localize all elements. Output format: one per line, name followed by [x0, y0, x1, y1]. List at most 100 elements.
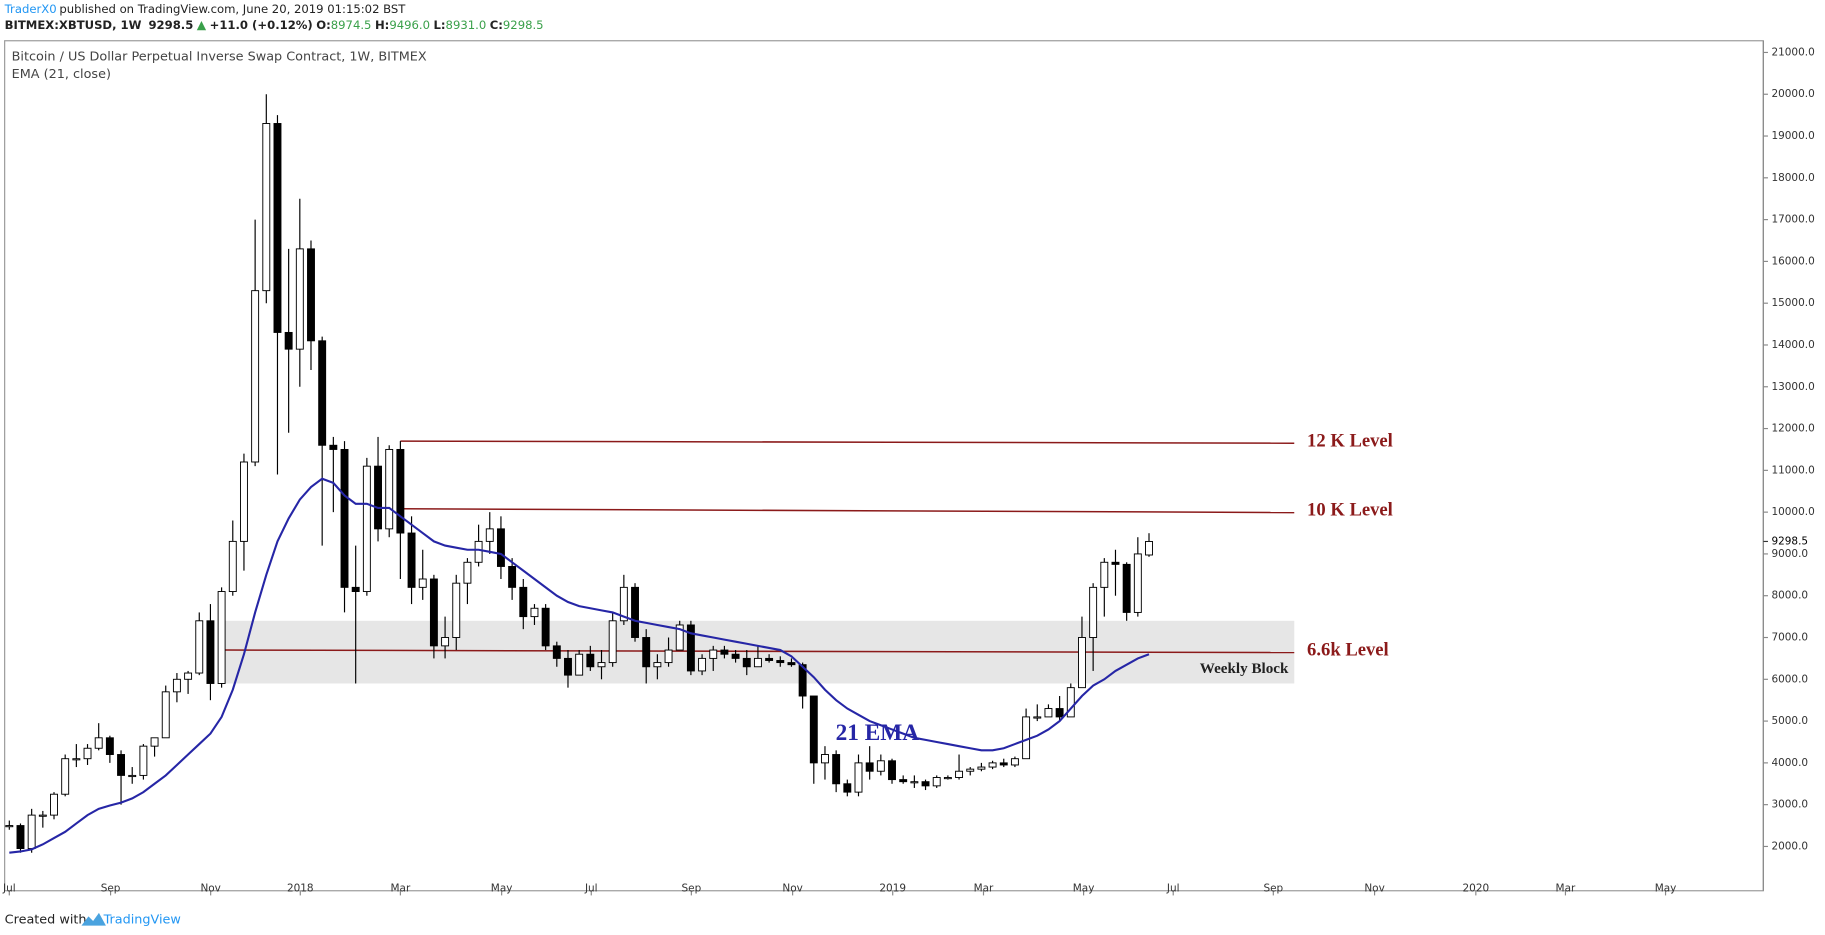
ohlc-key: O:: [316, 18, 331, 32]
y-tick-label: 2000.0: [1771, 840, 1808, 852]
candle-body: [597, 662, 606, 668]
x-tick-label: 2018: [287, 882, 314, 894]
candle-body: [1145, 540, 1153, 556]
author[interactable]: TraderX0: [4, 2, 57, 16]
ema-annotation: 21 EMA: [836, 720, 920, 746]
x-tick-label: Sep: [681, 882, 701, 894]
candle-body: [787, 662, 796, 666]
candle-body: [888, 760, 896, 781]
x-tick-label: Nov: [200, 882, 220, 894]
candle-body: [1133, 553, 1142, 613]
candle-body: [686, 624, 695, 672]
candle-body: [564, 657, 572, 676]
candle-body: [340, 448, 349, 588]
ohlc-key: C:: [490, 18, 503, 32]
candle-body: [362, 465, 371, 593]
candle-body: [117, 754, 126, 776]
y-tick-label: 20000.0: [1771, 88, 1814, 100]
y-tick-label: 3000.0: [1771, 799, 1808, 811]
ohlc-value: 9496.0: [389, 18, 430, 32]
candle-body: [50, 793, 58, 816]
candle-body: [519, 586, 528, 618]
candle-body: [27, 814, 36, 850]
candle-body: [61, 758, 70, 795]
up-arrow: [196, 20, 207, 31]
candle-body: [910, 781, 919, 784]
y-tick-label: 9000.0: [1771, 548, 1808, 560]
y-tick-label: 17000.0: [1771, 214, 1814, 226]
candle-body: [1100, 561, 1109, 588]
x-tick-label: May: [1073, 882, 1095, 894]
candle-body: [664, 649, 673, 664]
y-tick-label: 11000.0: [1771, 464, 1814, 476]
ohlc-value: 8974.5: [331, 18, 372, 32]
candle-body: [16, 825, 25, 850]
candle-body: [418, 578, 427, 588]
candle-body: [921, 781, 930, 787]
candle-body: [586, 653, 595, 668]
candle-body: [653, 662, 662, 668]
level-line: [400, 508, 1295, 514]
ohlc-key: L:: [433, 18, 445, 32]
candle-body: [1044, 708, 1053, 718]
candle-body: [1089, 586, 1098, 638]
candle-body: [753, 657, 762, 668]
candle-body: [798, 664, 807, 697]
candle-body: [776, 660, 785, 664]
candle-body: [631, 586, 639, 638]
zone-label: Weekly Block: [1200, 661, 1289, 677]
candle-body: [1066, 687, 1075, 718]
candle-body: [172, 678, 181, 693]
candle-body: [541, 607, 550, 647]
candle-body: [496, 528, 505, 567]
candle-body: [843, 783, 852, 793]
y-tick-label: 6000.0: [1771, 673, 1808, 685]
candle-body: [329, 444, 338, 450]
y-tick-label: 19000.0: [1771, 130, 1814, 142]
chart-title: Bitcoin / US Dollar Perpetual Inverse Sw…: [12, 50, 427, 65]
candle-body: [742, 657, 751, 668]
level-label: 12 K Level: [1307, 430, 1393, 451]
candle-body: [374, 465, 382, 530]
x-tick-label: May: [491, 882, 513, 894]
indicator-legend: EMA (21, close): [12, 67, 111, 82]
candle-body: [463, 561, 472, 584]
x-tick-label: 2020: [1463, 882, 1490, 894]
candle-body: [832, 754, 841, 785]
candle-body: [932, 777, 941, 787]
candle-body: [228, 540, 237, 593]
footer-brand[interactable]: TradingView: [103, 912, 181, 927]
x-tick-label: Jul: [584, 882, 598, 894]
candle-body: [731, 653, 740, 659]
candle-body: [575, 653, 584, 676]
candle-body: [72, 758, 81, 761]
candle-body: [765, 657, 774, 661]
candle-body: [407, 532, 416, 588]
y-tick-label: 5000.0: [1771, 715, 1808, 727]
x-tick-label: Mar: [1556, 882, 1576, 894]
candle-body: [5, 825, 14, 828]
candle-body: [139, 745, 148, 776]
level-label: 6.6k Level: [1307, 640, 1389, 661]
candle-body: [273, 123, 282, 333]
x-tick-label: Mar: [974, 882, 994, 894]
ohlc-key: H:: [375, 18, 389, 32]
candle-body: [217, 591, 226, 684]
y-tick-label: 15000.0: [1771, 297, 1814, 309]
candle-body: [966, 768, 975, 772]
x-tick-label: Sep: [101, 882, 121, 894]
y-tick-label: 16000.0: [1771, 255, 1814, 267]
level-line: [223, 649, 1295, 654]
x-tick-label: Jul: [1166, 882, 1180, 894]
candle-body: [1055, 708, 1064, 718]
candle-body: [865, 762, 874, 772]
candle-body: [206, 620, 215, 684]
x-tick-label: Sep: [1263, 882, 1283, 894]
y-tick-label: 10000.0: [1771, 506, 1814, 518]
candle-body: [385, 448, 394, 530]
candle-body: [161, 691, 170, 739]
candle-body: [429, 578, 438, 647]
candle-body: [876, 760, 885, 772]
candle-body: [262, 123, 271, 292]
